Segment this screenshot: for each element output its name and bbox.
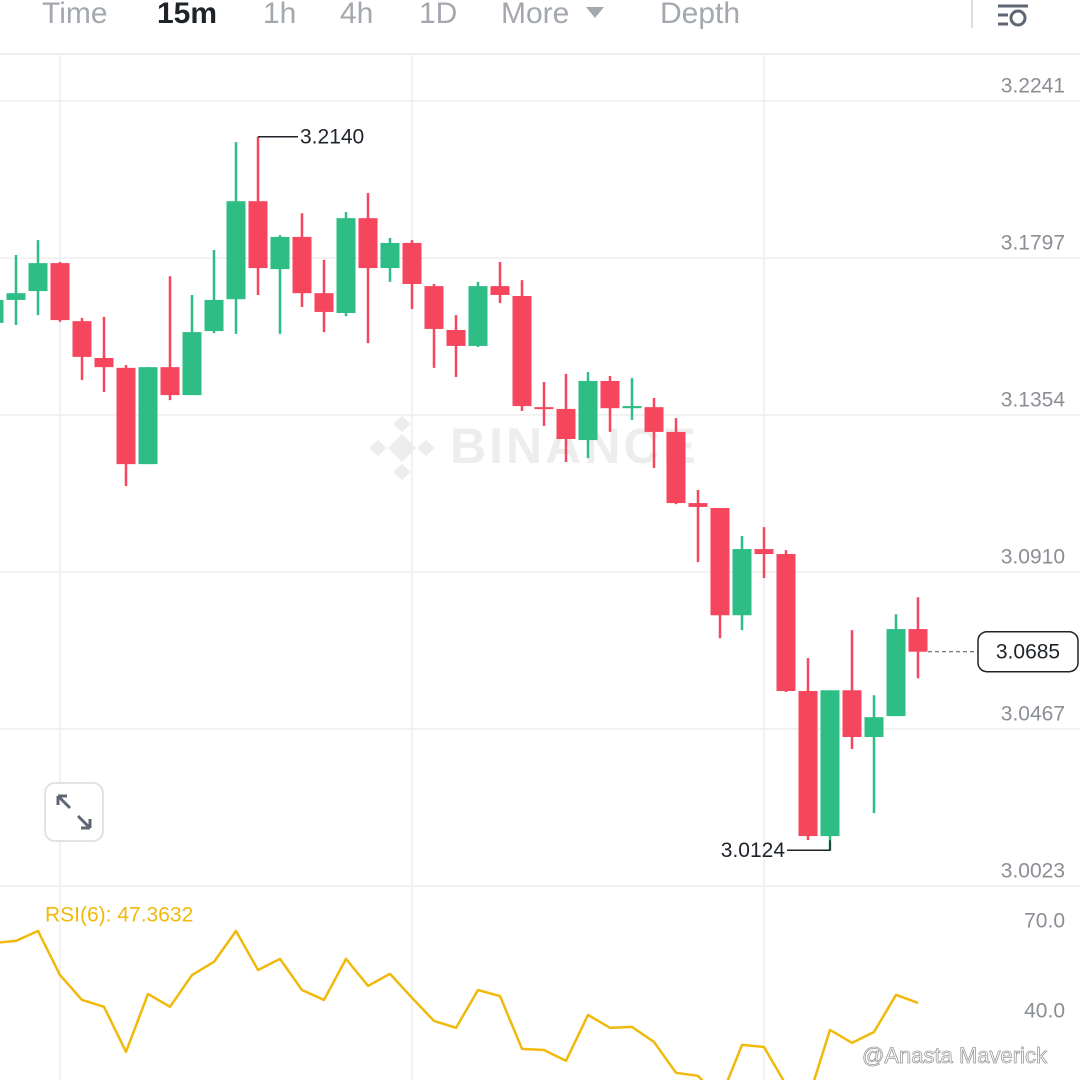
- candle-body: [446, 329, 466, 346]
- low-label: 3.0124: [721, 839, 786, 862]
- tab[interactable]: 1D: [419, 0, 457, 30]
- candle-body: [490, 286, 510, 295]
- candle-body: [204, 299, 224, 332]
- y-tick-label: 3.0467: [1001, 702, 1065, 725]
- low-leader: [787, 840, 831, 852]
- candle-body: [556, 408, 576, 440]
- candle-body: [28, 263, 48, 292]
- candle-body: [94, 357, 114, 368]
- candle-body: [116, 367, 136, 465]
- candle-body: [710, 508, 730, 616]
- credit: @Anasta Maverick: [862, 1043, 1048, 1068]
- candle-body: [666, 431, 686, 504]
- last-price-box: [977, 630, 1079, 673]
- candle-body: [820, 690, 840, 837]
- rsi-title: RSI(6): 47.3632: [45, 904, 193, 927]
- y-tick-label: 3.1354: [1001, 388, 1066, 411]
- candle-body: [182, 332, 202, 396]
- tab[interactable]: 15m: [157, 0, 217, 30]
- rsi-line: [0, 929, 919, 1080]
- y-tick-label: 3.0910: [1001, 546, 1065, 569]
- candle-body: [468, 286, 488, 346]
- candle-body: [358, 218, 378, 269]
- candle-body: [292, 236, 312, 294]
- y-tick-label: 3.2241: [1001, 75, 1065, 98]
- y-tick-label: 3.1797: [1001, 232, 1065, 255]
- expand-button[interactable]: [44, 782, 104, 842]
- candle-body: [0, 299, 4, 323]
- candle-body: [842, 690, 862, 738]
- candle-body: [578, 380, 598, 441]
- candle-body: [776, 554, 796, 691]
- high-label: 3.2140: [300, 125, 364, 148]
- candle-body: [622, 406, 642, 409]
- candle-body: [600, 380, 620, 409]
- candle-body: [754, 549, 774, 555]
- candle-body: [886, 629, 906, 717]
- candle-body: [336, 218, 356, 314]
- candle-body: [226, 201, 246, 300]
- candle-body: [248, 201, 268, 269]
- y-tick-label: 40.0: [1024, 999, 1065, 1022]
- candle-body: [270, 236, 290, 270]
- candle-body: [798, 690, 818, 837]
- tab[interactable]: Time: [42, 0, 108, 30]
- y-tick-label: 3.0023: [1001, 860, 1065, 883]
- settings-icon[interactable]: [998, 4, 1028, 27]
- candle-pane: [0, 136, 928, 851]
- candle-body: [908, 629, 928, 652]
- candle-body: [50, 263, 70, 321]
- candle-body: [138, 367, 158, 465]
- tab[interactable]: 4h: [340, 0, 373, 30]
- candle-body: [424, 286, 444, 329]
- tab[interactable]: More: [501, 0, 569, 30]
- rsi-pane: [0, 929, 919, 1080]
- candle-body: [864, 717, 884, 738]
- tab[interactable]: Depth: [660, 0, 740, 30]
- candle-body: [688, 503, 708, 507]
- candle-body: [644, 407, 664, 432]
- watermark-logo: [369, 415, 435, 481]
- candle-body: [380, 242, 400, 269]
- candle-body: [512, 296, 532, 407]
- candle-body: [314, 293, 334, 312]
- candle-body: [534, 407, 554, 410]
- candle-body: [6, 293, 26, 300]
- candle-body: [72, 321, 92, 357]
- last-price-label: 3.0685: [996, 640, 1060, 663]
- more-caret[interactable]: [586, 7, 604, 18]
- tab[interactable]: 1h: [263, 0, 296, 30]
- candle-body: [732, 549, 752, 616]
- candle-body: [160, 367, 180, 396]
- candle-body: [402, 242, 422, 284]
- y-tick-label: 70.0: [1024, 910, 1065, 933]
